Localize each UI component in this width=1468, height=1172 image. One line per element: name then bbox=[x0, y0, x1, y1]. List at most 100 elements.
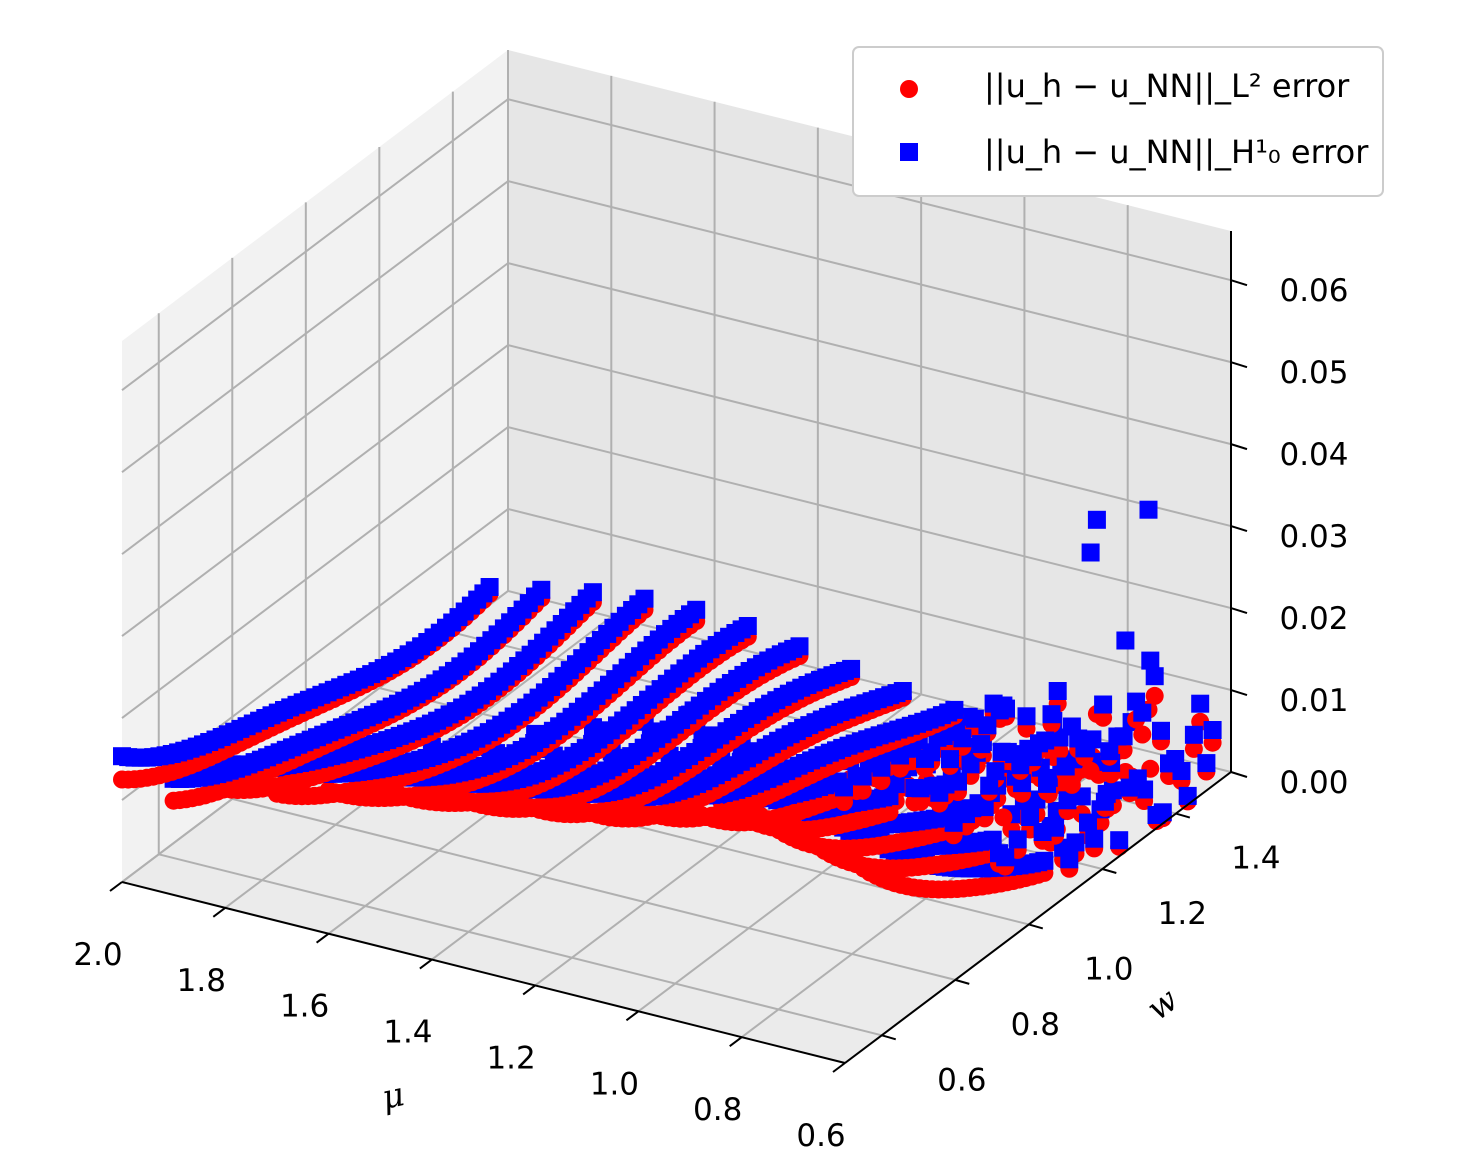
mu-tick bbox=[315, 932, 330, 944]
h1-error-point bbox=[1133, 703, 1152, 722]
h1-error-point bbox=[1095, 792, 1114, 811]
legend-frame bbox=[852, 46, 1384, 197]
grid-left-z bbox=[121, 98, 509, 391]
mu-tick bbox=[729, 1036, 743, 1047]
h1-error-point bbox=[1021, 808, 1040, 826]
h1-error-point bbox=[1046, 818, 1065, 837]
h1-error-point bbox=[893, 682, 912, 700]
mu-tick-label: 1.4 bbox=[383, 1015, 432, 1051]
z-tick bbox=[1230, 279, 1248, 287]
h1-error-point bbox=[1152, 721, 1170, 740]
legend-label-h1: ||u_h − u_NN||_H¹₀ error bbox=[984, 133, 1369, 171]
h1-error-point bbox=[1048, 682, 1067, 700]
back-pane bbox=[508, 50, 1231, 772]
l2-error-point bbox=[835, 793, 853, 811]
h1-error-point bbox=[975, 798, 994, 817]
grid-floor-w bbox=[232, 797, 956, 981]
grid-left-z bbox=[121, 262, 509, 555]
z-tick bbox=[1230, 443, 1248, 451]
h1-error-point bbox=[1056, 757, 1075, 776]
l2-error-point bbox=[1081, 761, 1100, 780]
h1-error-point bbox=[532, 580, 551, 599]
h1-error-point bbox=[1038, 774, 1056, 793]
h1-error-point bbox=[842, 659, 861, 678]
mu-tick-label: 1.8 bbox=[177, 963, 226, 999]
z-tick-label: 0.05 bbox=[1279, 355, 1348, 391]
h1-error-point bbox=[1085, 829, 1104, 848]
h1-error-point bbox=[1081, 543, 1100, 562]
z-tick bbox=[1230, 525, 1248, 533]
h1-error-point bbox=[872, 758, 891, 777]
w-tick bbox=[1175, 812, 1191, 819]
l2-error-point bbox=[1062, 775, 1081, 794]
mu-tick-label: 1.0 bbox=[590, 1066, 639, 1102]
axis-lines bbox=[109, 231, 1248, 1073]
h1-error-point bbox=[1141, 651, 1160, 670]
h1-error-point bbox=[583, 583, 602, 602]
h1-error-point bbox=[1008, 830, 1027, 849]
w-tick-label: 1.4 bbox=[1231, 841, 1280, 877]
legend-marker-h1 bbox=[900, 143, 918, 161]
grid-back-z bbox=[507, 508, 1232, 692]
h1-error-point bbox=[1139, 500, 1158, 519]
h1-error-point bbox=[996, 848, 1015, 867]
w-tick-label: 0.8 bbox=[1011, 1007, 1060, 1043]
h1-error-point bbox=[1191, 694, 1210, 713]
mu-tick bbox=[625, 1010, 640, 1022]
h1-error-point bbox=[978, 716, 997, 735]
h1-error-point bbox=[980, 776, 999, 795]
w-tick-label: 0.6 bbox=[937, 1062, 986, 1098]
w-tick bbox=[881, 1034, 897, 1041]
z-tick-label: 0.04 bbox=[1279, 437, 1348, 473]
mu-tick-label: 2.0 bbox=[73, 937, 122, 973]
h1-error-point bbox=[941, 750, 959, 769]
z-tick-label: 0.00 bbox=[1279, 765, 1348, 801]
tick-labels: 2.0 1.8 1.6 1.4 1.2 1.0 0.8 0.6 0.6 0.8 1.0 1.2 1.4 0… bbox=[73, 273, 1348, 1154]
legend-label-l2: ||u_h − u_NN||_L² error bbox=[984, 67, 1350, 105]
h1-error-point bbox=[1110, 831, 1129, 850]
legend: ||u_h − u_NN||_L² error ||u_h − u_NN||_H… bbox=[852, 46, 1384, 197]
l2-error-point bbox=[1133, 725, 1152, 744]
l2-error-point bbox=[1145, 686, 1164, 705]
mu-tick-label: 0.8 bbox=[693, 1092, 742, 1128]
h1-error-point bbox=[1017, 707, 1036, 726]
h1-error-point bbox=[1114, 727, 1133, 746]
y-axis-label: w bbox=[1139, 980, 1185, 1028]
h1-error-point bbox=[1184, 725, 1203, 744]
left-pane bbox=[122, 50, 508, 882]
h1-error-point bbox=[1116, 631, 1135, 650]
mu-axis-line bbox=[121, 881, 846, 1064]
h1-error-point bbox=[1100, 742, 1119, 761]
h1-error-point bbox=[1075, 739, 1094, 758]
h1-error-point bbox=[945, 700, 964, 719]
z-tick bbox=[1230, 689, 1248, 696]
legend-marker-l2 bbox=[900, 80, 918, 98]
h1-error-point bbox=[635, 589, 654, 608]
h1-error-point bbox=[1178, 786, 1197, 805]
h1-error-point bbox=[997, 699, 1015, 718]
grid-back-z bbox=[507, 344, 1232, 528]
mu-tick-label: 1.6 bbox=[280, 989, 329, 1025]
h1-error-point bbox=[1087, 510, 1106, 529]
h1-error-point bbox=[738, 617, 757, 635]
h1-error-point bbox=[1094, 695, 1113, 714]
h1-error-point bbox=[1066, 833, 1085, 852]
h1-error-point bbox=[1172, 762, 1191, 780]
mu-tick bbox=[419, 958, 433, 970]
mu-tick bbox=[109, 881, 123, 892]
mu-tick bbox=[212, 907, 226, 918]
h1-error-point bbox=[986, 762, 1005, 781]
grid-back-z bbox=[507, 426, 1232, 610]
grid-back-z bbox=[507, 262, 1232, 446]
z-tick bbox=[1230, 771, 1248, 778]
w-tick bbox=[1102, 868, 1117, 874]
h1-error-point bbox=[1203, 721, 1222, 739]
z-tick-label: 0.02 bbox=[1279, 601, 1348, 637]
grid-floor-w bbox=[158, 853, 883, 1037]
h1-error-point bbox=[922, 743, 941, 762]
z-tick-label: 0.06 bbox=[1279, 273, 1348, 309]
h1-error-point bbox=[480, 578, 499, 596]
mu-tick-label: 1.2 bbox=[486, 1040, 535, 1076]
h1-error-point bbox=[1036, 731, 1055, 750]
h1-error-point bbox=[1145, 667, 1164, 686]
